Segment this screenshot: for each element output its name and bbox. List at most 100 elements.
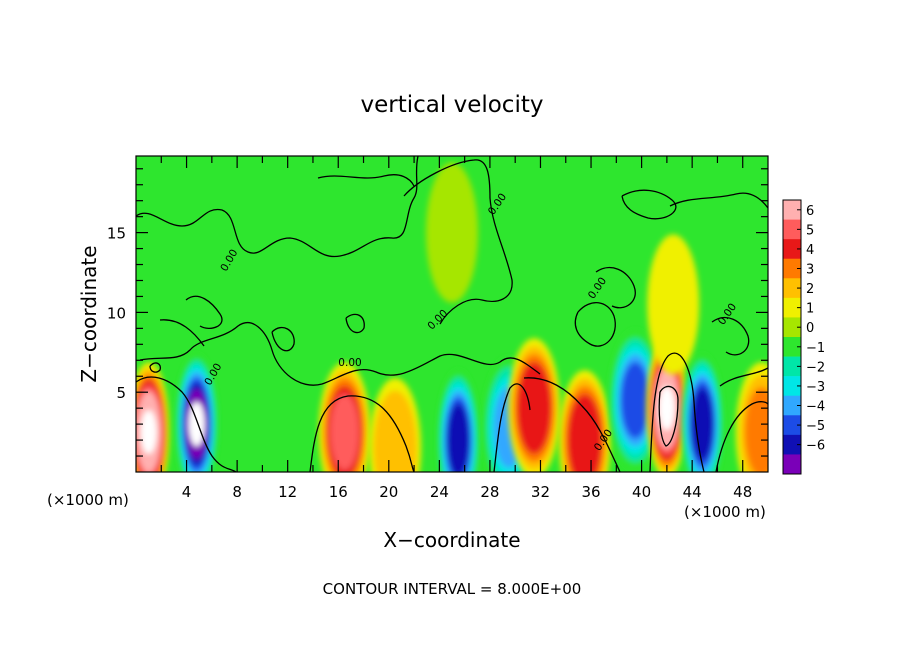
contour-line (309, 395, 415, 472)
x-tick-labels: 4 8 12 16 20 24 28 32 36 40 44 48 (182, 483, 752, 501)
velocity-level (653, 252, 693, 357)
velocity-peak (188, 402, 205, 447)
axis-ticks (136, 156, 768, 472)
colorbar-swatch (783, 415, 801, 436)
colorbar: 6 5 4 3 2 1 0 −1 −2 −3 −4 −5 −6 (782, 199, 825, 475)
contour-line (719, 367, 768, 387)
velocity-level (620, 362, 650, 439)
y-tick-label: 10 (107, 304, 126, 322)
y-tick-labels: 5 10 15 (107, 225, 126, 403)
velocity-cell (558, 370, 611, 472)
x-tick-label: 4 (182, 483, 192, 501)
velocity-level (570, 402, 600, 472)
contour-line (649, 352, 705, 472)
x-tick-label: 16 (329, 483, 348, 501)
contour-line (711, 317, 750, 356)
contour-line (136, 376, 237, 472)
colorbar-swatch (783, 200, 801, 220)
plot-frame (135, 155, 769, 473)
velocity-cell (426, 162, 478, 303)
contour-interval-footer: CONTOUR INTERVAL = 8.000E+00 (323, 580, 582, 598)
contour-line (149, 362, 162, 373)
colorbar-frame (782, 199, 802, 475)
contour-line (715, 401, 768, 472)
x-tick-label: 48 (733, 483, 752, 501)
velocity-peak (658, 386, 675, 431)
contour-line (621, 189, 677, 220)
colorbar-label: −3 (806, 380, 825, 395)
plot-area: 0.000.000.000.000.000.000.00 0.00 (135, 155, 769, 473)
colorbar-label: −6 (806, 439, 825, 454)
y-axis-label: Z−coordinate (77, 245, 101, 382)
colorbar-swatch (783, 317, 801, 338)
contour-line (523, 377, 621, 472)
x-tick-label: 28 (480, 483, 499, 501)
velocity-cell (647, 234, 700, 375)
velocity-level (447, 403, 470, 472)
x-tick-label: 40 (632, 483, 651, 501)
contour-line (574, 302, 616, 347)
x-unit-label: (×1000 m) (684, 503, 766, 521)
contour-label: 0.00 (338, 357, 361, 369)
x-tick-label: 24 (430, 483, 449, 501)
colorbar-label: 2 (806, 282, 814, 297)
colorbar-label: 4 (806, 243, 814, 258)
velocity-peak (140, 410, 157, 455)
velocity-cell (646, 338, 688, 472)
x-tick-label: 12 (278, 483, 297, 501)
colorbar-swatch (783, 239, 801, 260)
zero-contours (136, 156, 768, 472)
colorbar-label: 3 (806, 263, 814, 278)
colorbar-label: −2 (806, 360, 825, 375)
velocity-cell (735, 362, 768, 472)
contour-line (271, 327, 295, 352)
x-tick-label: 20 (379, 483, 398, 501)
colorbar-swatch (783, 434, 801, 455)
x-axis-label: X−coordinate (383, 528, 520, 552)
contour-line (317, 174, 415, 187)
colorbar-swatch (783, 258, 801, 279)
colorbar-label: −1 (806, 341, 825, 356)
y-unit-label: (×1000 m) (47, 491, 129, 509)
colorbar-swatch (783, 356, 801, 377)
contour-line (595, 267, 636, 309)
colorbar-swatch (783, 219, 801, 240)
colorbar-swatch (783, 395, 801, 416)
velocity-cell (318, 362, 371, 472)
velocity-level (744, 387, 768, 472)
velocity-level (426, 162, 478, 303)
x-tick-label: 8 (232, 483, 242, 501)
colorbar-swatch (783, 376, 801, 397)
contour-line (493, 383, 531, 472)
x-tick-label: 32 (531, 483, 550, 501)
colorbar-label: 1 (806, 302, 814, 317)
contour-line (403, 159, 513, 325)
contour-line (185, 295, 223, 329)
velocity-level (378, 403, 412, 472)
contour-line (345, 313, 365, 334)
contour-line (159, 319, 205, 347)
velocity-level (519, 370, 549, 447)
colorbar-label: 6 (806, 204, 814, 219)
colorbar-swatch (783, 337, 801, 357)
contour-line (136, 156, 419, 258)
colorbar-label: 5 (806, 223, 814, 238)
velocity-field (136, 162, 768, 472)
velocity-cell (508, 338, 561, 472)
colorbar-label: −5 (806, 419, 825, 434)
velocity-level (330, 394, 359, 471)
velocity-cell (369, 378, 422, 472)
velocity-cell (681, 354, 724, 472)
contour-line (139, 322, 541, 386)
x-tick-label: 44 (683, 483, 702, 501)
y-tick-label: 5 (116, 384, 126, 402)
colorbar-swatch (783, 278, 801, 299)
velocity-level (691, 387, 714, 461)
colorbar-swatch (783, 297, 801, 318)
contour-line (658, 385, 679, 447)
y-tick-label: 15 (107, 225, 126, 243)
colorbar-swatch (783, 454, 801, 475)
x-tick-label: 36 (581, 483, 600, 501)
velocity-cell (437, 370, 480, 472)
